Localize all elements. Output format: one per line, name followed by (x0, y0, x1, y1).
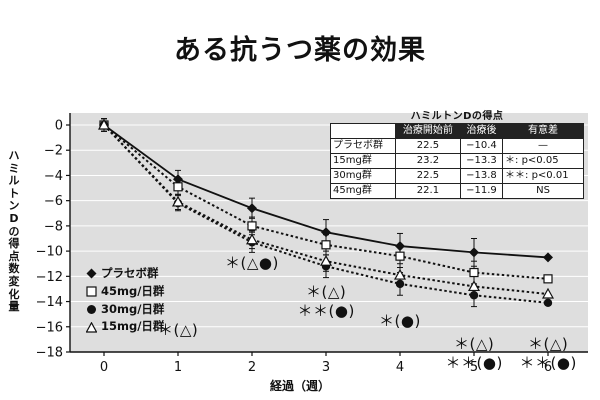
table-cell: — (502, 138, 584, 154)
y-tick-label: −8 (44, 219, 63, 234)
data-point (541, 287, 555, 299)
x-axis-label: 経過（週） (270, 379, 331, 393)
table-cell: −11.9 (459, 183, 504, 199)
square-marker-icon (86, 286, 97, 297)
significance-annotation: ＊＊(●) (297, 302, 355, 321)
data-point (467, 280, 481, 292)
data-point (97, 118, 111, 130)
legend-item-30mg: 30mg/日群 (86, 301, 164, 319)
table-caption: ハミルトンDの得点 (410, 111, 504, 122)
table-row: プラセボ群 22.5 −10.4 — (330, 138, 584, 154)
legend-label: 30mg/日群 (101, 301, 165, 316)
legend: プラセボ群 45mg/日群 30mg/日群 15mg/日群 (86, 265, 164, 336)
x-tick-label: 3 (322, 360, 330, 375)
data-point (469, 247, 479, 258)
data-point (319, 254, 333, 266)
data-point (543, 298, 553, 308)
x-tick-label: 4 (396, 360, 404, 375)
data-point (395, 241, 405, 252)
significance-annotation: ＊(△) (454, 335, 495, 354)
table-row: 30mg群 22.5 −13.8 ＊＊: p<0.01 (330, 168, 584, 184)
table-cell: 22.5 (394, 138, 461, 154)
x-tick-label: 2 (248, 360, 256, 375)
data-point (247, 221, 257, 231)
table-cell: 45mg群 (330, 183, 396, 199)
significance-annotation: ＊＊(●) (445, 354, 503, 373)
data-point (173, 182, 183, 192)
table-header-before: 治療開始前 (394, 123, 461, 139)
data-point (543, 252, 553, 263)
chart-title: ある抗うつ薬の効果 (174, 35, 426, 66)
triangle-marker-icon (86, 321, 97, 333)
legend-item-15mg: 15mg/日群 (86, 318, 164, 336)
y-tick-label: −6 (44, 194, 63, 209)
table-cell: NS (502, 183, 584, 199)
table-row: 45mg群 22.1 −11.9 NS (330, 183, 584, 199)
table-cell: 22.1 (394, 183, 461, 199)
significance-annotation: ＊(△●) (225, 254, 279, 273)
significance-annotation: ＊(△) (528, 335, 569, 354)
table-cell: 30mg群 (330, 168, 396, 184)
y-tick-label: −18 (36, 346, 63, 361)
significance-annotation: ＊(●) (379, 312, 421, 331)
x-tick-label: 6 (544, 360, 552, 375)
data-point (321, 240, 331, 250)
table-row: 15mg群 23.2 −13.3 ＊: p<0.05 (330, 153, 584, 169)
y-tick-label: −16 (36, 320, 63, 335)
data-point (173, 174, 183, 185)
table-cell: 15mg群 (330, 153, 396, 169)
y-tick-label: −2 (44, 144, 63, 159)
y-tick-label: −10 (36, 245, 63, 260)
hamilton-score-table: ハミルトンDの得点 治療開始前 治療後 有意差 プラセボ群 22.5 −10.4… (330, 107, 584, 199)
y-tick-label: 0 (55, 119, 63, 134)
significance-annotation: ＊(△) (306, 283, 347, 302)
data-point (543, 274, 553, 284)
legend-label: 45mg/日群 (101, 283, 165, 298)
data-point (469, 267, 479, 278)
data-point (247, 203, 257, 214)
table-cell: −13.8 (459, 168, 504, 184)
table-cell: −10.4 (459, 138, 504, 154)
table-header-row: 治療開始前 治療後 有意差 (330, 123, 584, 139)
data-point (245, 233, 259, 245)
data-point (395, 251, 405, 261)
table-cell: ＊＊: p<0.01 (502, 168, 584, 184)
table-cell: 23.2 (394, 153, 461, 169)
data-point (469, 291, 479, 300)
legend-label: プラセボ群 (101, 266, 159, 280)
legend-item-45mg: 45mg/日群 (86, 283, 164, 301)
table-cell: 22.5 (394, 168, 461, 184)
legend-label: 15mg/日群 (101, 319, 165, 334)
data-point (395, 279, 405, 289)
table-header-after: 治療後 (459, 123, 504, 139)
data-point (321, 227, 331, 238)
diamond-marker-icon (86, 268, 97, 279)
data-point (393, 268, 407, 280)
data-point (171, 195, 185, 207)
y-tick-label: −12 (36, 270, 63, 285)
score-table: 治療開始前 治療後 有意差 プラセボ群 22.5 −10.4 — 15mg群 2… (330, 123, 584, 199)
x-tick-label: 5 (470, 360, 478, 375)
table-cell: プラセボ群 (330, 138, 396, 154)
table-header-significance: 有意差 (502, 123, 584, 139)
y-tick-label: −4 (44, 169, 63, 184)
circle-marker-icon (87, 304, 96, 314)
x-tick-label: 0 (100, 360, 108, 375)
significance-annotation: ＊(△) (158, 321, 199, 340)
legend-item-placebo: プラセボ群 (86, 265, 164, 283)
table-cell: −13.3 (459, 153, 504, 169)
x-tick-label: 1 (174, 360, 182, 375)
table-header-group (330, 123, 396, 139)
significance-annotation: ＊＊(●) (519, 354, 577, 373)
y-tick-label: −14 (36, 295, 63, 310)
table-cell: ＊: p<0.05 (502, 153, 584, 169)
